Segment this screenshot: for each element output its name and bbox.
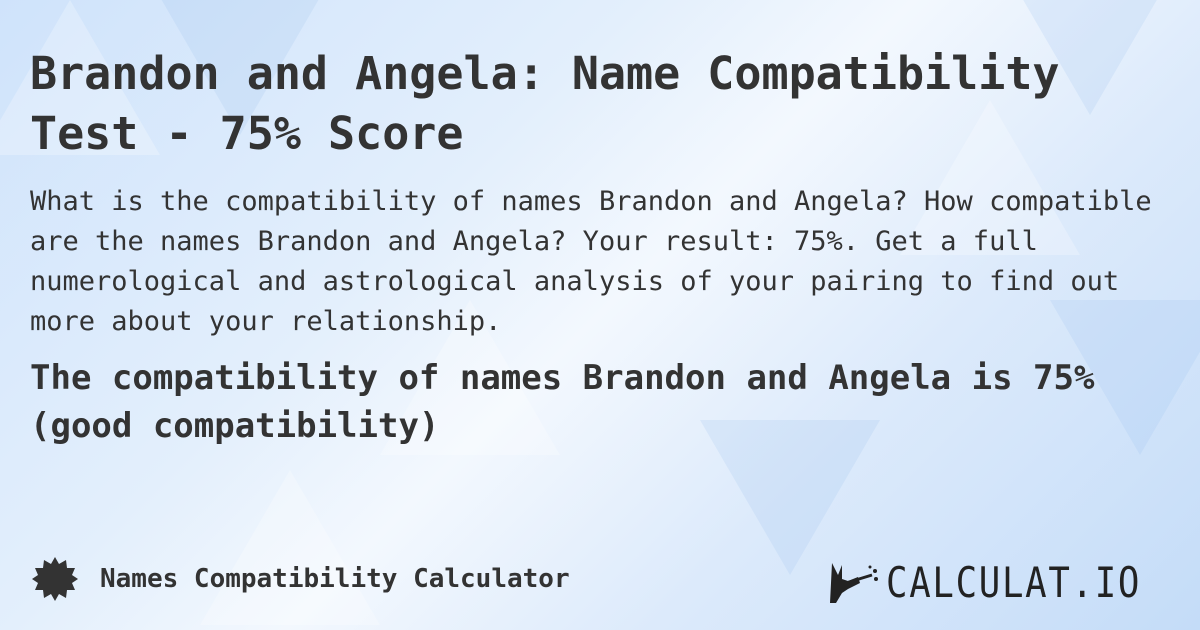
description: What is the compatibility of names Brand… <box>30 186 1152 337</box>
calculator-link[interactable]: Names Compatibility Calculator <box>32 556 570 602</box>
page-title: Brandon and Angela: Name Compatibility T… <box>30 47 1060 160</box>
hand-wand-icon <box>830 562 878 603</box>
badge-icon <box>32 557 78 601</box>
calculat-logo[interactable]: CALCULAT.IO <box>828 558 1186 607</box>
result-text: The compatibility of names Brandon and A… <box>30 358 1095 446</box>
logo-text: CALCULAT.IO <box>886 558 1142 607</box>
calculator-name: Names Compatibility Calculator <box>100 564 570 594</box>
